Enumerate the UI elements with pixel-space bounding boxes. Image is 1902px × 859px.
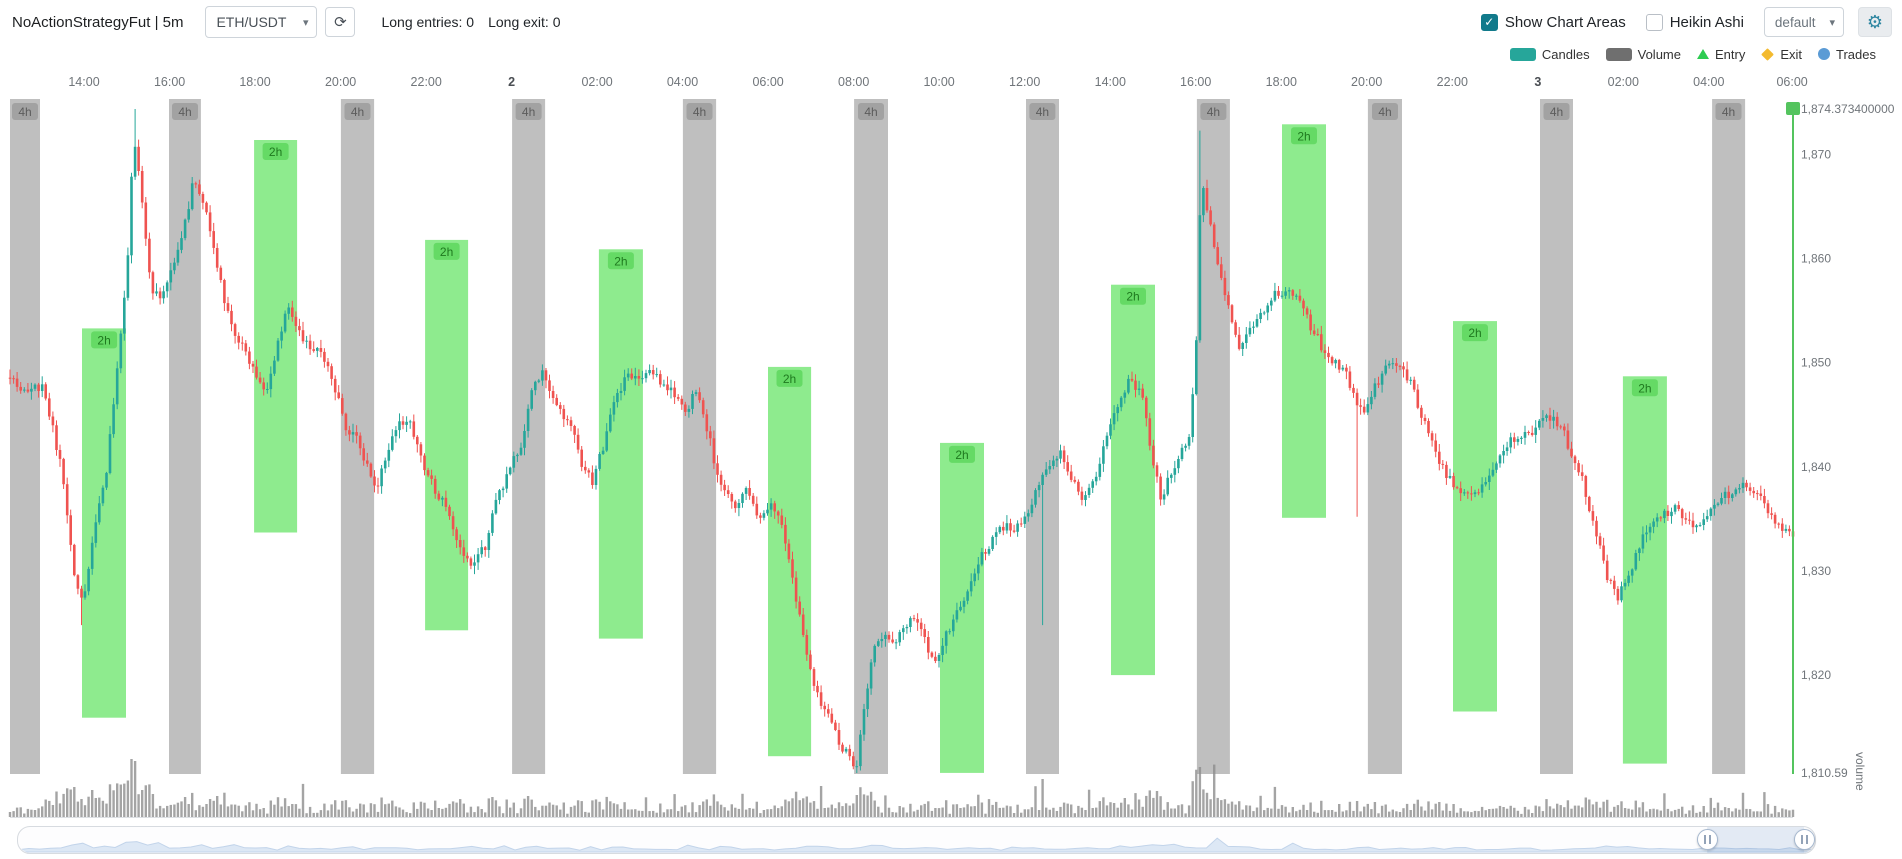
svg-text:1,810.59: 1,810.59 bbox=[1801, 766, 1848, 780]
datazoom-right-handle[interactable] bbox=[1793, 829, 1815, 850]
svg-text:2h: 2h bbox=[614, 254, 627, 268]
svg-text:1,850: 1,850 bbox=[1801, 356, 1831, 370]
svg-text:10:00: 10:00 bbox=[923, 75, 954, 89]
legend-label: Exit bbox=[1780, 46, 1803, 62]
candlestick-chart[interactable]: 4h 4h 4h 4h 4h 4h 4h 4h 4h 4h 4h 2h 2h 2h 2h 2h 2h 2h 2h 2h… bbox=[0, 66, 1902, 822]
legend-label: Volume bbox=[1637, 46, 1681, 62]
svg-text:2h: 2h bbox=[783, 372, 796, 386]
svg-text:2h: 2h bbox=[1638, 381, 1651, 395]
svg-text:22:00: 22:00 bbox=[411, 75, 442, 89]
svg-text:22:00: 22:00 bbox=[1437, 75, 1468, 89]
svg-text:1,820: 1,820 bbox=[1801, 668, 1831, 682]
legend-label: Entry bbox=[1715, 46, 1746, 62]
svg-text:4h: 4h bbox=[693, 105, 706, 119]
svg-text:12:00: 12:00 bbox=[1009, 75, 1040, 89]
svg-text:1,870: 1,870 bbox=[1801, 148, 1831, 162]
heikin-ashi-checkbox[interactable] bbox=[1645, 13, 1663, 31]
svg-text:4h: 4h bbox=[1036, 105, 1049, 119]
pair-select[interactable]: ETH/USDT ▾ bbox=[205, 6, 318, 38]
svg-text:4h: 4h bbox=[1550, 105, 1563, 119]
svg-text:1,874.373400000: 1,874.373400000 bbox=[1801, 102, 1895, 116]
chevron-down-icon: ▾ bbox=[1829, 16, 1835, 29]
chart-area: 4h 4h 4h 4h 4h 4h 4h 4h 4h 4h 4h 2h 2h 2h 2h 2h 2h 2h 2h 2h… bbox=[0, 66, 1902, 822]
svg-text:3: 3 bbox=[1534, 75, 1541, 89]
svg-text:4h: 4h bbox=[351, 105, 364, 119]
svg-text:18:00: 18:00 bbox=[239, 75, 270, 89]
chart-legend: Candles Volume Entry Exit Trades bbox=[0, 42, 1902, 66]
strategy-title: NoActionStrategyFut | 5m bbox=[12, 13, 184, 31]
svg-text:04:00: 04:00 bbox=[1693, 75, 1724, 89]
svg-text:2h: 2h bbox=[97, 333, 110, 347]
volume-swatch-icon bbox=[1605, 47, 1632, 61]
show-chart-areas-label: Show Chart Areas bbox=[1504, 13, 1626, 31]
svg-text:1,830: 1,830 bbox=[1801, 564, 1831, 578]
svg-text:2: 2 bbox=[508, 75, 515, 89]
svg-text:02:00: 02:00 bbox=[581, 75, 612, 89]
datazoom-left-handle[interactable] bbox=[1696, 829, 1718, 850]
svg-text:14:00: 14:00 bbox=[68, 75, 99, 89]
svg-text:4h: 4h bbox=[1207, 105, 1220, 119]
svg-text:4h: 4h bbox=[1722, 105, 1735, 119]
refresh-button[interactable]: ⟳ bbox=[325, 7, 356, 37]
datazoom-shadow[interactable] bbox=[18, 827, 1815, 853]
pair-select-value: ETH/USDT bbox=[216, 14, 287, 30]
svg-text:16:00: 16:00 bbox=[1180, 75, 1211, 89]
show-chart-areas-checkbox[interactable]: ✓ bbox=[1480, 13, 1498, 31]
svg-text:04:00: 04:00 bbox=[667, 75, 698, 89]
settings-button[interactable]: ⚙ bbox=[1858, 7, 1892, 37]
svg-text:16:00: 16:00 bbox=[154, 75, 185, 89]
exit-swatch-icon bbox=[1761, 47, 1775, 61]
svg-text:1,860: 1,860 bbox=[1801, 252, 1831, 266]
svg-text:20:00: 20:00 bbox=[325, 75, 356, 89]
svg-text:02:00: 02:00 bbox=[1608, 75, 1639, 89]
svg-text:06:00: 06:00 bbox=[1776, 75, 1807, 89]
svg-text:2h: 2h bbox=[269, 145, 282, 159]
svg-text:18:00: 18:00 bbox=[1266, 75, 1297, 89]
gear-icon: ⚙ bbox=[1866, 11, 1884, 32]
datazoom-slider[interactable] bbox=[17, 826, 1816, 854]
svg-text:4h: 4h bbox=[178, 105, 191, 119]
svg-text:2h: 2h bbox=[1126, 290, 1139, 304]
svg-text:4h: 4h bbox=[1378, 105, 1391, 119]
legend-item-candles[interactable]: Candles bbox=[1509, 46, 1590, 62]
legend-label: Trades bbox=[1836, 46, 1876, 62]
legend-label: Candles bbox=[1541, 46, 1590, 62]
svg-text:20:00: 20:00 bbox=[1351, 75, 1382, 89]
svg-text:08:00: 08:00 bbox=[838, 75, 869, 89]
long-entries-stat: Long entries: 0 bbox=[381, 14, 475, 30]
heikin-ashi-label: Heikin Ashi bbox=[1669, 13, 1744, 31]
trades-swatch-icon bbox=[1818, 48, 1831, 60]
show-chart-areas-option[interactable]: ✓ Show Chart Areas bbox=[1480, 13, 1626, 31]
heikin-ashi-option[interactable]: Heikin Ashi bbox=[1645, 13, 1744, 31]
svg-text:2h: 2h bbox=[440, 245, 453, 259]
svg-text:2h: 2h bbox=[1468, 326, 1481, 340]
svg-text:2h: 2h bbox=[955, 448, 968, 462]
svg-text:4h: 4h bbox=[864, 105, 877, 119]
svg-text:06:00: 06:00 bbox=[752, 75, 783, 89]
legend-item-exit[interactable]: Exit bbox=[1761, 47, 1802, 62]
svg-text:volume: volume bbox=[1853, 752, 1867, 791]
chevron-down-icon: ▾ bbox=[302, 16, 309, 29]
toolbar-right: ✓ Show Chart Areas Heikin Ashi default ▾… bbox=[1461, 7, 1892, 37]
svg-text:2h: 2h bbox=[1297, 129, 1310, 143]
plot-config-value: default bbox=[1774, 14, 1816, 30]
plot-config-select[interactable]: default ▾ bbox=[1763, 7, 1844, 37]
refresh-icon: ⟳ bbox=[334, 14, 347, 31]
svg-text:4h: 4h bbox=[522, 105, 535, 119]
svg-text:14:00: 14:00 bbox=[1095, 75, 1126, 89]
svg-text:1,840: 1,840 bbox=[1801, 460, 1831, 474]
entry-swatch-icon bbox=[1697, 49, 1709, 59]
toolbar: NoActionStrategyFut | 5m ETH/USDT ▾ ⟳ Lo… bbox=[0, 0, 1902, 42]
legend-item-entry[interactable]: Entry bbox=[1697, 47, 1745, 62]
legend-item-trades[interactable]: Trades bbox=[1818, 47, 1876, 62]
legend-item-volume[interactable]: Volume bbox=[1605, 46, 1681, 62]
svg-text:4h: 4h bbox=[18, 105, 31, 119]
candles-swatch-icon bbox=[1509, 47, 1536, 61]
long-exit-stat: Long exit: 0 bbox=[488, 14, 561, 30]
